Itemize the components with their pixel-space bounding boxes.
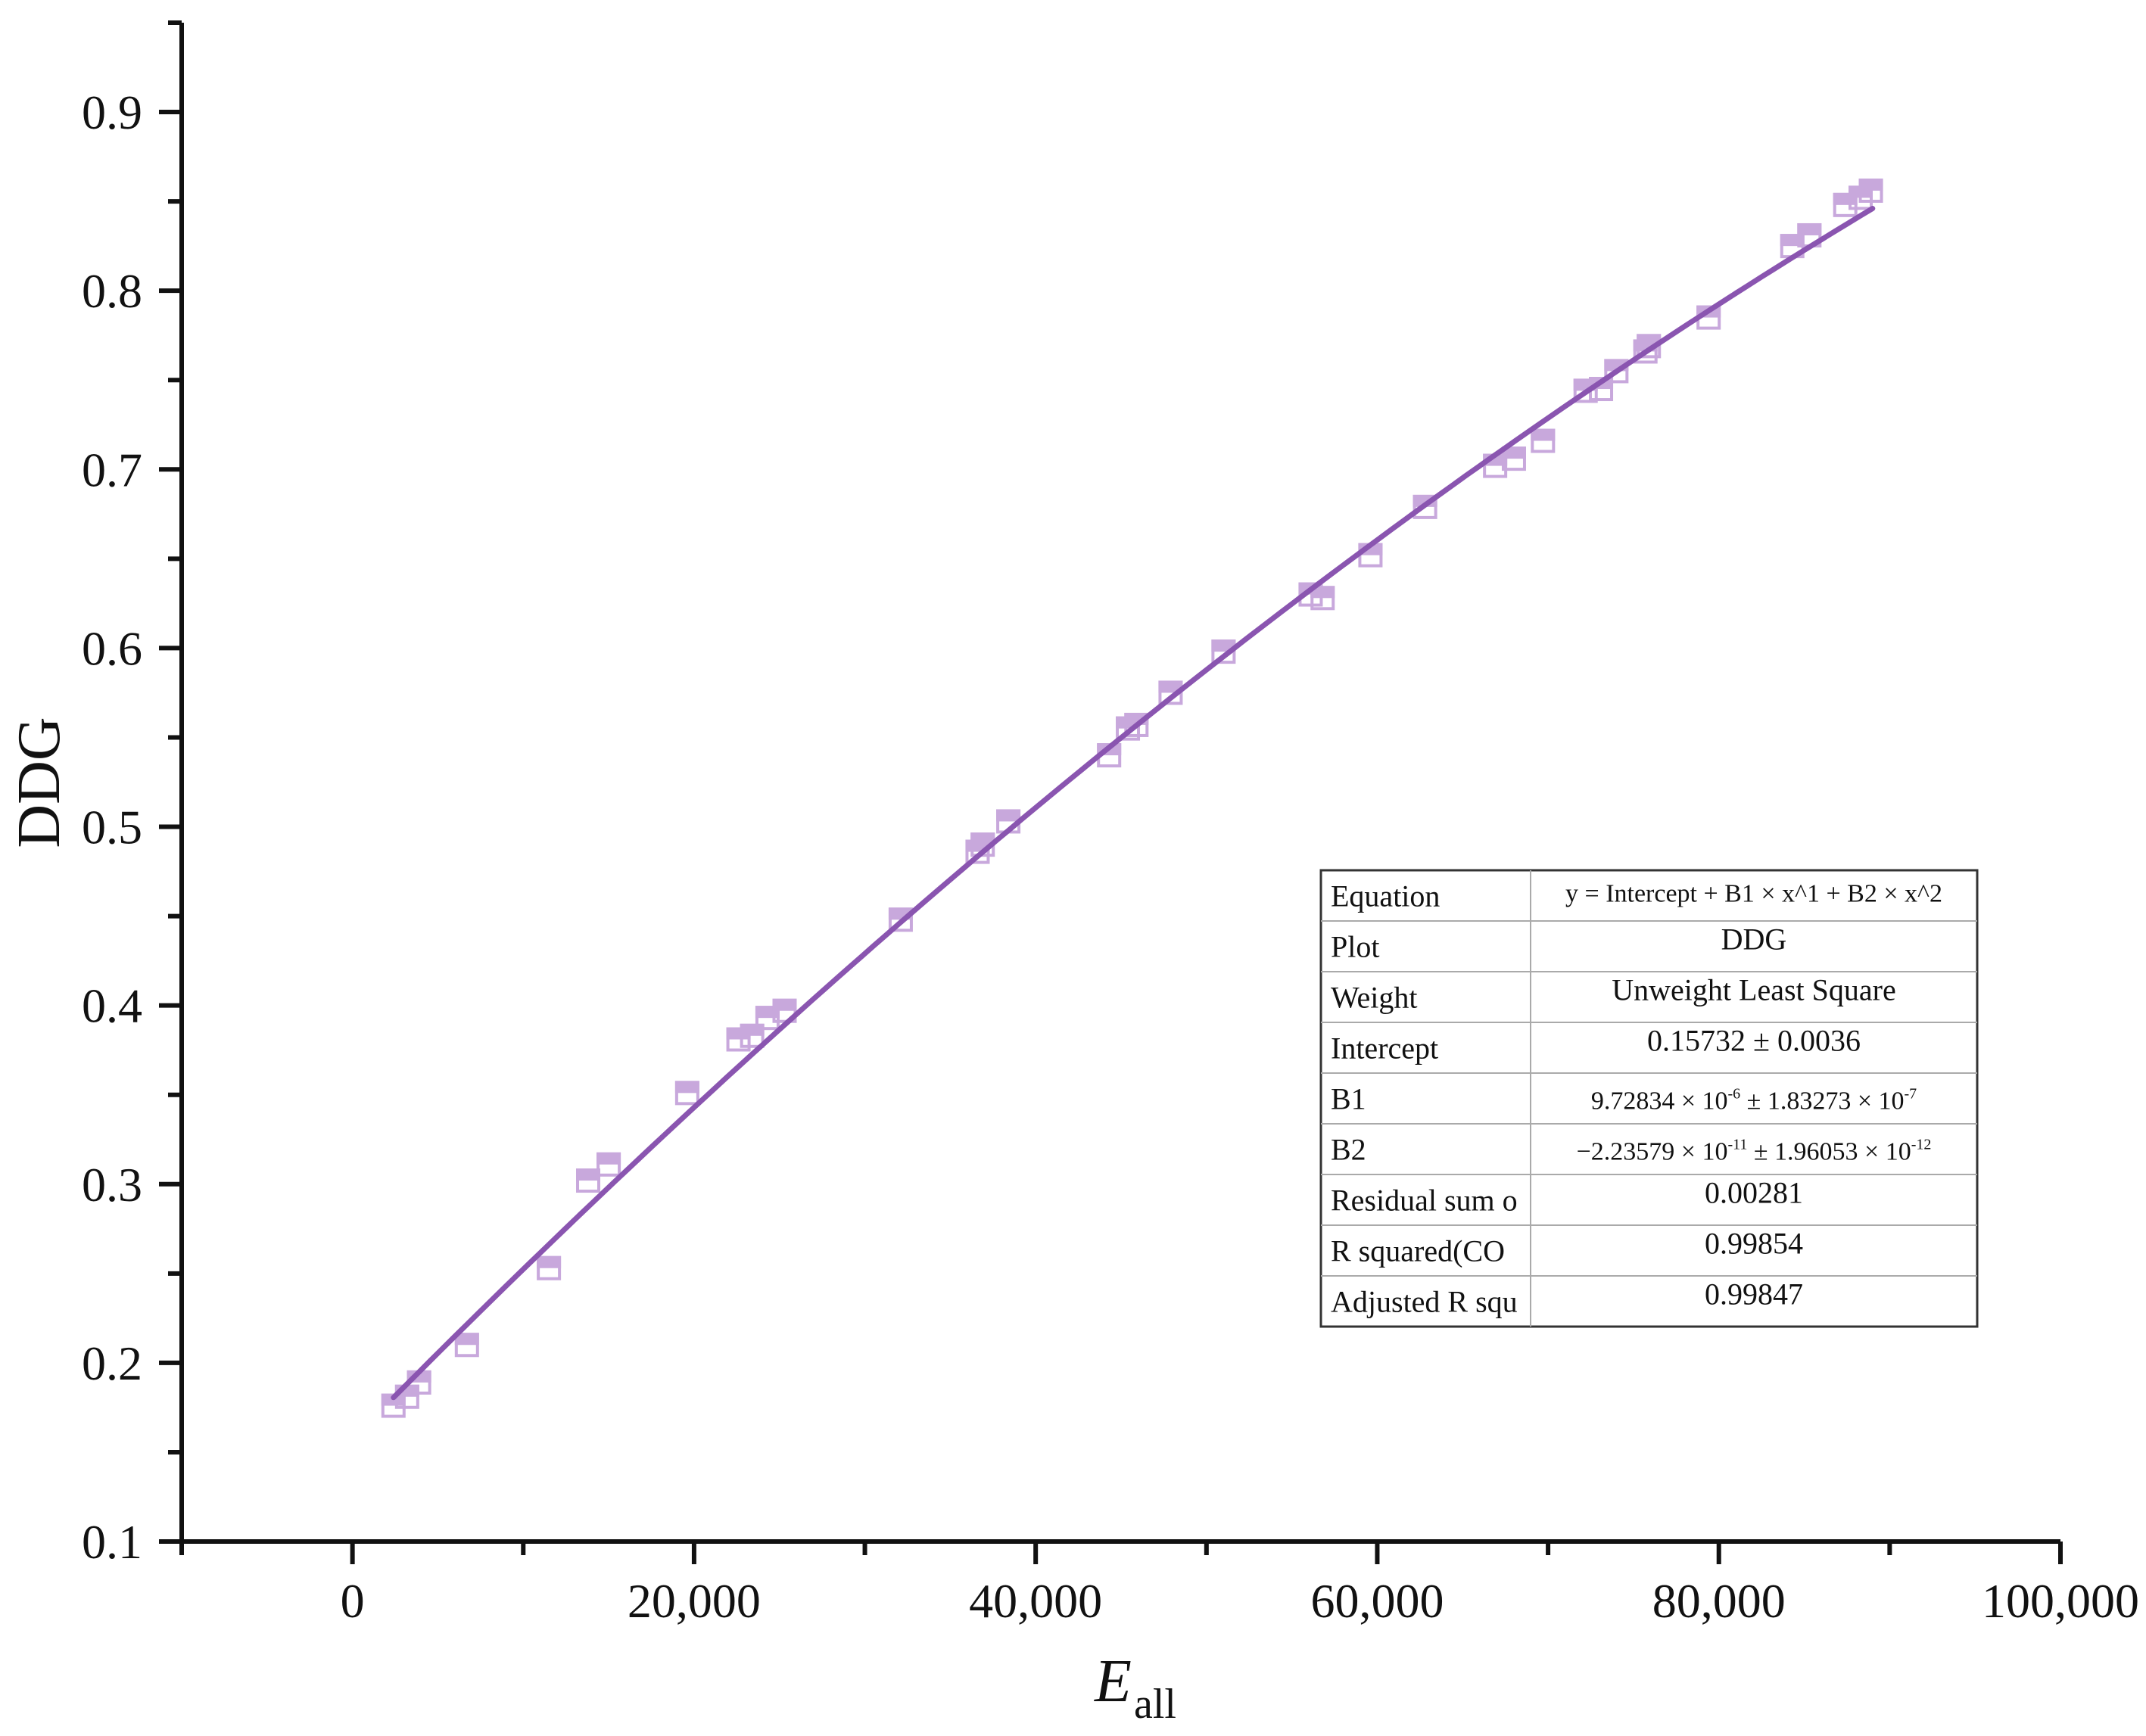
data-point (596, 1152, 621, 1177)
table-row-label: Plot (1331, 930, 1379, 964)
y-tick-label: 0.5 (82, 801, 142, 854)
table-row-value: −2.23579 × 10-11 ± 1.96053 × 10-12 (1577, 1137, 1932, 1166)
data-point (1531, 428, 1556, 453)
table-row-value: y = Intercept + B1 × x^1 + B2 × x^2 (1565, 880, 1942, 908)
svg-text:E: E (1094, 1648, 1132, 1715)
y-tick-label: 0.3 (82, 1158, 142, 1212)
x-ticks: 0 20,000 40,000 60,000 80,000 100,000 (179, 1542, 2139, 1628)
x-tick-label: 0 (341, 1574, 365, 1628)
table-row-value: 0.00281 (1705, 1176, 1803, 1210)
table-row-value: DDG (1721, 922, 1787, 957)
x-tick-label: 80,000 (1652, 1574, 1786, 1628)
y-tick-label: 0.2 (82, 1336, 142, 1390)
y-tick-label: 0.8 (82, 264, 142, 318)
svg-text:all: all (1134, 1681, 1176, 1728)
table-border (1319, 869, 1979, 1328)
y-axis-title: DDG (6, 717, 73, 848)
table-row-label: Adjusted R squ (1331, 1285, 1518, 1319)
x-tick-label: 20,000 (628, 1574, 761, 1628)
data-point (454, 1333, 479, 1358)
data-point (576, 1168, 601, 1193)
y-tick-label: 0.7 (82, 443, 142, 496)
table-row-value: 0.15732 ± 0.0036 (1647, 1024, 1861, 1058)
table-row-label: Equation (1331, 879, 1440, 913)
table-row-value: 9.72834 × 10-6 ± 1.83273 × 10-7 (1591, 1086, 1917, 1115)
table-row-label: B2 (1331, 1133, 1366, 1167)
table-row-value: 0.99847 (1705, 1277, 1803, 1311)
x-tick-label: 60,000 (1310, 1574, 1444, 1628)
x-tick-label: 40,000 (969, 1574, 1102, 1628)
y-ticks: 0.1 0.2 0.3 0.4 0.5 0.6 0.7 0.8 0.9 (82, 20, 182, 1569)
table-row-label: Weight (1331, 981, 1418, 1015)
fit-results-table: Equation y = Intercept + B1 × x^1 + B2 × … (1319, 869, 1979, 1328)
x-axis-title: E all (1094, 1648, 1176, 1728)
table-row-label: Intercept (1331, 1031, 1438, 1066)
axes (179, 23, 2060, 1544)
data-points (381, 178, 1883, 1418)
y-tick-label: 0.6 (82, 621, 142, 675)
y-tick-label: 0.1 (82, 1515, 142, 1569)
table-row-label: Residual sum o (1331, 1184, 1518, 1218)
y-tick-label: 0.9 (82, 86, 142, 139)
data-point (1858, 178, 1883, 203)
data-point (537, 1255, 562, 1280)
fit-line (391, 206, 1876, 1401)
data-point (674, 1081, 699, 1106)
x-tick-label: 100,000 (1982, 1574, 2139, 1628)
table-row-value: 0.99854 (1705, 1227, 1803, 1261)
table-row-label: R squared(CO (1331, 1234, 1505, 1268)
table-row-value: Unweight Least Square (1612, 973, 1895, 1007)
fit-line-group (391, 206, 1876, 1401)
data-point (1310, 586, 1335, 611)
table-rows: Equation y = Intercept + B1 × x^1 + B2 × … (1321, 879, 1977, 1319)
table-row-label: B1 (1331, 1082, 1366, 1116)
y-tick-label: 0.4 (82, 979, 142, 1033)
data-point (1501, 446, 1526, 471)
